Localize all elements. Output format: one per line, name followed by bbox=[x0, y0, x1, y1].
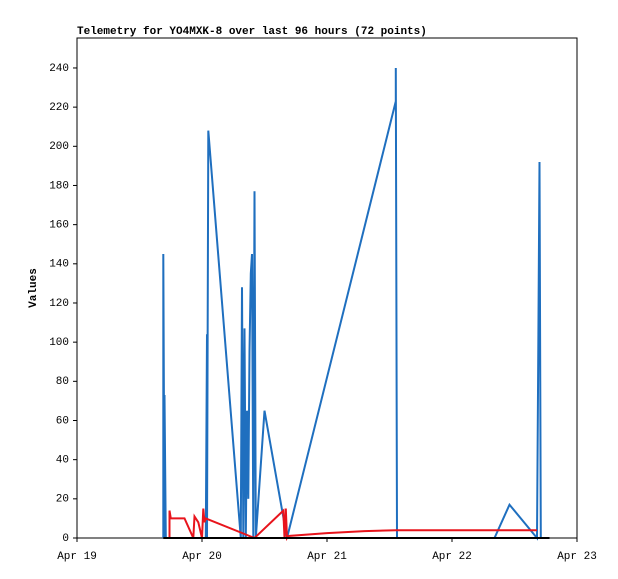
y-tick-label: 220 bbox=[49, 102, 69, 114]
y-axis-label: Values bbox=[28, 268, 40, 308]
y-tick-label: 20 bbox=[56, 494, 69, 506]
y-tick-label: 40 bbox=[56, 455, 69, 467]
y-tick-label: 80 bbox=[56, 376, 69, 388]
chart-title: Telemetry for YO4MXK-8 over last 96 hour… bbox=[77, 26, 427, 38]
x-tick-label: Apr 20 bbox=[182, 551, 222, 563]
series-line bbox=[162, 67, 542, 541]
y-tick-label: 60 bbox=[56, 415, 69, 427]
y-tick-label: 120 bbox=[49, 298, 69, 310]
x-tick-label: Apr 21 bbox=[307, 551, 347, 563]
x-tick-label: Apr 19 bbox=[57, 551, 97, 563]
y-tick-label: 200 bbox=[49, 141, 69, 153]
x-tick-label: Apr 23 bbox=[557, 551, 597, 563]
x-tick-label: Apr 22 bbox=[432, 551, 472, 563]
y-tick-label: 100 bbox=[49, 337, 69, 349]
y-tick-label: 180 bbox=[49, 180, 69, 192]
y-tick-label: 160 bbox=[49, 220, 69, 232]
series-line bbox=[168, 508, 537, 542]
y-tick-label: 140 bbox=[49, 259, 69, 271]
plot-frame bbox=[76, 37, 578, 539]
y-tick-label: 240 bbox=[49, 63, 69, 75]
y-tick-label: 0 bbox=[62, 533, 69, 545]
